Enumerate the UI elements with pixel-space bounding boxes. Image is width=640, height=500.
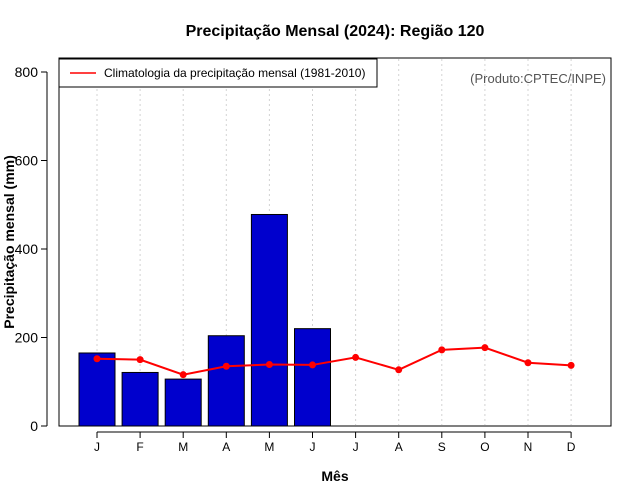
legend-box [58, 58, 378, 88]
legend: Climatologia da precipitação mensal (198… [58, 58, 378, 88]
climatology-point-0 [93, 355, 101, 363]
climatology-point-1 [136, 356, 144, 364]
x-tick-label: N [524, 440, 533, 454]
bar-2 [164, 378, 202, 427]
bar-1 [121, 371, 159, 427]
y-tick-label: 200 [15, 330, 39, 346]
x-tick-label: M [178, 440, 188, 454]
x-tick-label: A [395, 440, 403, 454]
bar-3 [207, 335, 245, 427]
climatology-point-9 [481, 344, 489, 352]
climatology-point-2 [179, 371, 187, 379]
bar-0 [78, 352, 116, 427]
climatology-point-5 [309, 361, 316, 369]
bar-4 [250, 213, 288, 427]
x-tick-label: F [136, 440, 143, 454]
climatology-line [96, 346, 572, 376]
chart-title: Precipitação Mensal (2024): Região 120 [186, 23, 485, 40]
climatology-series [93, 344, 575, 379]
y-axis-label: Precipitação mensal (mm) [1, 155, 17, 329]
legend-label: Climatologia da precipitação mensal (198… [104, 66, 365, 80]
x-tick-label: D [567, 440, 576, 454]
climatology-point-11 [567, 361, 575, 369]
climatology-point-6 [352, 353, 360, 361]
climatology-point-7 [395, 366, 403, 374]
climatology-point-10 [524, 359, 532, 367]
x-tick-label: J [94, 440, 100, 454]
source-note: (Produto:CPTEC/INPE) [470, 71, 606, 86]
bar-5 [294, 328, 331, 427]
climatology-point-8 [438, 346, 446, 354]
y-tick-label: 400 [15, 241, 39, 257]
y-axis: 0 200 400 600 800 [15, 64, 48, 434]
x-tick-label: J [310, 440, 316, 454]
climatology-point-3 [222, 362, 230, 370]
y-tick-label: 800 [15, 64, 39, 80]
plot-area-frame [58, 57, 612, 427]
x-axis-label: Mês [321, 468, 348, 484]
x-tick-label: J [353, 440, 359, 454]
x-tick-label: O [480, 440, 489, 454]
x-tick-label: M [264, 440, 274, 454]
y-tick-label: 600 [15, 153, 39, 169]
y-tick-label: 0 [30, 418, 38, 434]
x-tick-label: A [222, 440, 230, 454]
bar-series [78, 213, 331, 427]
climatology-point-4 [265, 360, 273, 368]
x-tick-label: S [438, 440, 446, 454]
